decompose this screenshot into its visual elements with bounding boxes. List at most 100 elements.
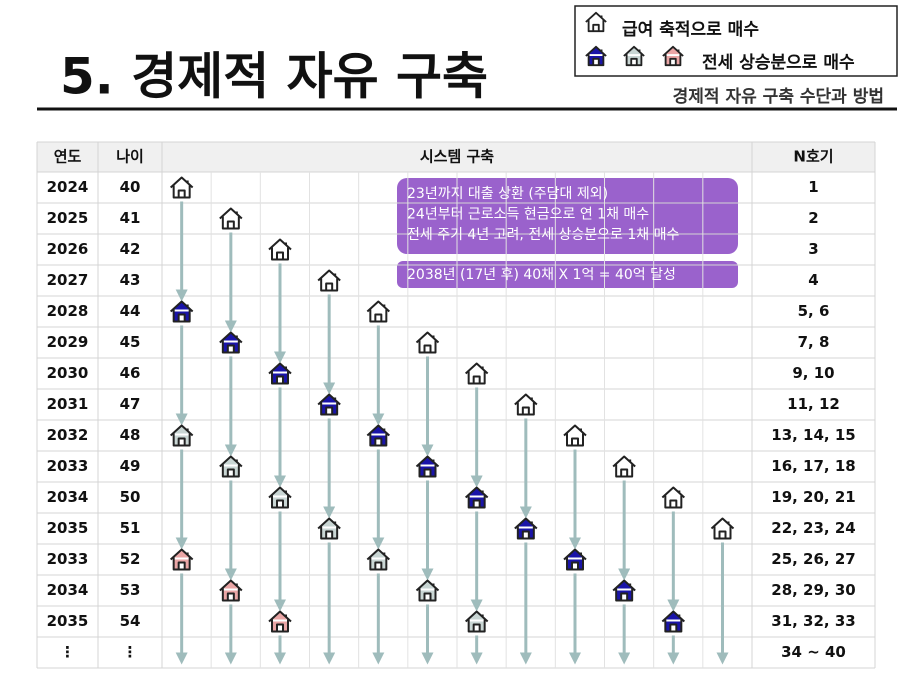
age: 51 xyxy=(120,519,141,537)
house-icon xyxy=(464,610,489,633)
house-icon xyxy=(267,610,293,633)
year: 2029 xyxy=(47,333,89,351)
age: 50 xyxy=(120,488,141,506)
age: 44 xyxy=(120,302,141,320)
year: ⋮ xyxy=(60,643,75,661)
house-icon xyxy=(562,424,588,447)
unit-count: 1 xyxy=(808,178,818,196)
goal: 2038년 (17년 후) 40채 X 1억 = 40억 달성 xyxy=(407,267,676,283)
house-icon xyxy=(612,579,637,602)
age: 42 xyxy=(120,240,141,258)
year: 2033 xyxy=(47,457,89,475)
house-icon xyxy=(218,331,243,354)
goal-box xyxy=(397,261,738,288)
house-icon xyxy=(612,455,637,478)
unit-count: 28, 29, 30 xyxy=(771,581,855,599)
unit-count: 4 xyxy=(808,271,818,289)
house-icon xyxy=(562,548,588,571)
age: 53 xyxy=(120,581,141,599)
age: 48 xyxy=(120,426,141,444)
house-icon xyxy=(513,393,538,416)
house-icon xyxy=(710,517,735,540)
header-bg xyxy=(37,142,875,172)
unit-count: 3 xyxy=(808,240,818,258)
column-header: N호기 xyxy=(793,148,833,166)
house-icon xyxy=(267,486,293,509)
year: 2034 xyxy=(47,488,89,506)
house-icon xyxy=(169,424,194,447)
legend-label: 급여 축적으로 매수 xyxy=(622,20,759,40)
house-icon xyxy=(464,362,489,385)
house-icon xyxy=(218,207,243,230)
age: ⋮ xyxy=(123,643,138,661)
year: 2035 xyxy=(47,519,89,537)
year: 2024 xyxy=(47,178,89,196)
house-icon xyxy=(317,517,342,540)
year: 2033 xyxy=(47,550,89,568)
house-icon xyxy=(267,238,293,261)
house-icon xyxy=(317,393,342,416)
house-icon xyxy=(415,455,440,478)
house-icon xyxy=(317,269,342,292)
note: 전세 주기 4년 고려, 전세 상승분으로 1채 매수 xyxy=(407,227,679,243)
age: 40 xyxy=(120,178,141,196)
age: 54 xyxy=(120,612,141,630)
year: 2030 xyxy=(47,364,89,382)
house-icon xyxy=(169,300,194,323)
column-header: 나이 xyxy=(116,148,144,166)
house-icon xyxy=(464,486,489,509)
year: 2035 xyxy=(47,612,89,630)
age: 43 xyxy=(120,271,141,289)
year: 2026 xyxy=(47,240,89,258)
age: 45 xyxy=(120,333,141,351)
unit-count: 16, 17, 18 xyxy=(771,457,855,475)
year: 2032 xyxy=(47,426,89,444)
unit-count: 19, 20, 21 xyxy=(771,488,855,506)
age: 46 xyxy=(120,364,141,382)
unit-count: 5, 6 xyxy=(798,302,830,320)
unit-count: 25, 26, 27 xyxy=(771,550,855,568)
table xyxy=(36,141,876,669)
unit-count: 11, 12 xyxy=(787,395,840,413)
age: 52 xyxy=(120,550,141,568)
year: 2034 xyxy=(47,581,89,599)
houses xyxy=(169,11,735,665)
unit-count: 31, 32, 33 xyxy=(771,612,855,630)
house-icon xyxy=(366,548,391,571)
unit-count: 22, 23, 24 xyxy=(771,519,855,537)
house-icon xyxy=(169,176,194,199)
house-icon xyxy=(661,610,686,633)
year: 2027 xyxy=(47,271,89,289)
house-icon xyxy=(513,517,538,540)
unit-count: 2 xyxy=(808,209,818,227)
house-icon xyxy=(267,362,293,385)
age: 49 xyxy=(120,457,141,475)
unit-count: 7, 8 xyxy=(798,333,830,351)
title: 5. 경제적 자유 구축 xyxy=(60,48,488,106)
house-icon xyxy=(415,331,440,354)
house-icon xyxy=(218,579,243,602)
year: 2025 xyxy=(47,209,89,227)
year: 2028 xyxy=(47,302,89,320)
age: 47 xyxy=(120,395,141,413)
house-icon xyxy=(366,424,391,447)
house-icon xyxy=(366,300,391,323)
year: 2031 xyxy=(47,395,89,413)
age: 41 xyxy=(120,209,141,227)
note-box xyxy=(397,178,738,254)
unit-count: 13, 14, 15 xyxy=(771,426,855,444)
note: 24년부터 근로소득 현금으로 연 1채 매수 xyxy=(407,207,649,223)
house-icon xyxy=(415,579,440,602)
column-header: 시스템 구축 xyxy=(420,148,494,166)
house-icon xyxy=(218,455,243,478)
column-header: 연도 xyxy=(54,148,82,166)
house-icon xyxy=(661,486,686,509)
house-icon xyxy=(169,548,194,571)
subtitle: 경제적 자유 구축 수단과 방법 xyxy=(673,87,884,107)
legend-label: 전세 상승분으로 매수 xyxy=(702,53,855,73)
unit-count: 9, 10 xyxy=(792,364,834,382)
note: 23년까지 대출 상환 (주담대 제외) xyxy=(407,186,608,202)
unit-count: 34 ~ 40 xyxy=(781,643,846,661)
